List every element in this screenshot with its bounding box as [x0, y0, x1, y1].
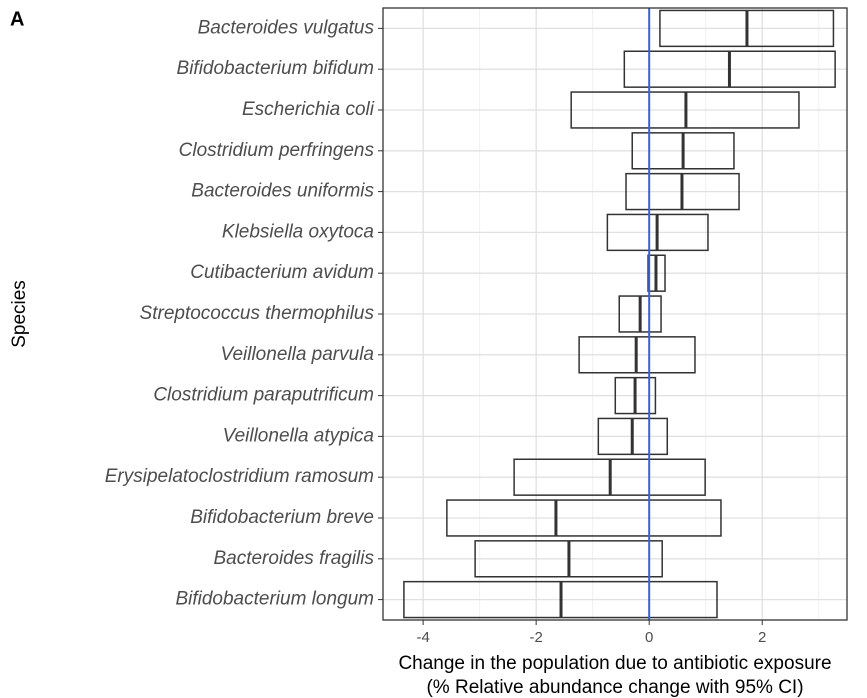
- plot-border: [382, 7, 848, 621]
- x-axis-title: (% Relative abundance change with 95% CI…: [426, 677, 803, 698]
- y-tick-label: Bacteroides vulgatus: [198, 17, 375, 38]
- y-tick-label: Bacteroides uniformis: [191, 181, 374, 202]
- y-tick-label: Clostridium paraputrificum: [153, 385, 374, 406]
- y-tick-label: Streptococcus thermophilus: [140, 303, 375, 324]
- x-axis-title: Change in the population due to antibiot…: [398, 653, 831, 674]
- x-tick-label: -4: [416, 629, 429, 646]
- y-tick-label: Erysipelatoclostridium ramosum: [105, 466, 374, 487]
- ci-box: [446, 499, 722, 537]
- y-tick-label: Bifidobacterium longum: [175, 589, 374, 610]
- y-tick-label: Bacteroides fragilis: [213, 548, 374, 569]
- y-tick-label: Bifidobacterium bifidum: [177, 58, 374, 79]
- y-tick-label: Veillonella parvula: [220, 344, 374, 365]
- x-tick-label: -2: [529, 629, 542, 646]
- y-tick-label: Escherichia coli: [242, 99, 375, 120]
- y-tick-label: Veillonella atypica: [223, 425, 374, 446]
- y-axis-title: Species: [9, 280, 30, 348]
- y-tick-label: Bifidobacterium breve: [190, 507, 374, 528]
- y-tick-label: Cutibacterium avidum: [190, 262, 374, 283]
- y-tick-label: Clostridium perfringens: [179, 140, 375, 161]
- x-tick-label: 0: [645, 629, 653, 646]
- x-tick-label: 2: [758, 629, 766, 646]
- y-tick-label: Klebsiella oxytoca: [222, 221, 374, 242]
- panel-label: A: [10, 8, 24, 30]
